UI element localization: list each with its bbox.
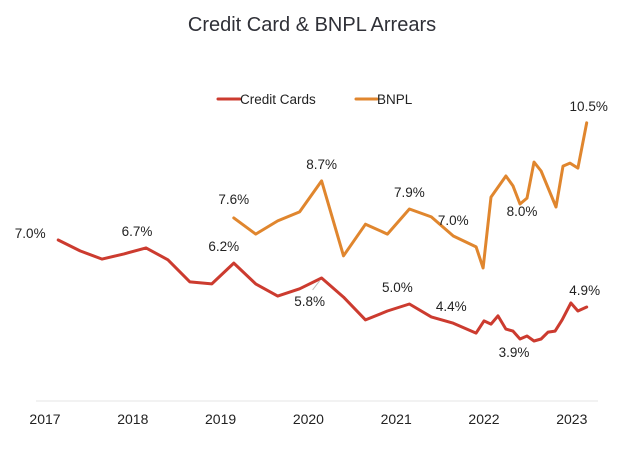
data-label-credit-cards: 3.9% [499,345,530,360]
chart-title: Credit Card & BNPL Arrears [187,14,437,36]
legend-label-bnpl: BNPL [377,92,413,107]
data-label-credit-cards: 7.0% [15,226,46,241]
series-layer [56,121,589,343]
data-label-bnpl: 10.5% [570,99,608,114]
data-label-credit-cards: 6.7% [122,224,153,239]
x-tick-label: 2022 [468,411,499,427]
legend: Credit Cards BNPL [216,92,413,107]
x-tick-label: 2019 [205,411,236,427]
x-tick-label: 2021 [381,411,412,427]
data-label-bnpl: 7.6% [218,192,249,207]
x-tick-label: 2018 [117,411,148,427]
data-label-credit-cards: 4.9% [569,283,600,298]
x-tick-label: 2023 [556,411,587,427]
legend-label-credit-cards: Credit Cards [240,92,316,107]
x-tick-label: 2017 [29,411,60,427]
data-label-bnpl: 7.0% [438,213,469,228]
series-line-bnpl [232,121,589,270]
series-line-credit-cards [56,238,589,343]
data-label-credit-cards: 5.8% [294,294,325,309]
x-tick-label: 2020 [293,411,324,427]
x-axis-ticks: 2017 2018 2019 2020 2021 2022 2023 [29,411,587,427]
data-label-bnpl: 8.0% [507,204,538,219]
data-label-bnpl: 7.9% [394,185,425,200]
data-label-credit-cards: 4.4% [436,299,467,314]
data-labels: 7.0% 6.7% 6.2% 5.8% 5.0% 4.4% 3.9% 4.9% 7.6% 8.7%… [15,99,608,360]
data-label-bnpl: 8.7% [306,157,337,172]
data-label-credit-cards: 5.0% [382,280,413,295]
label-leader-line [312,280,320,291]
data-label-credit-cards: 6.2% [208,239,239,254]
